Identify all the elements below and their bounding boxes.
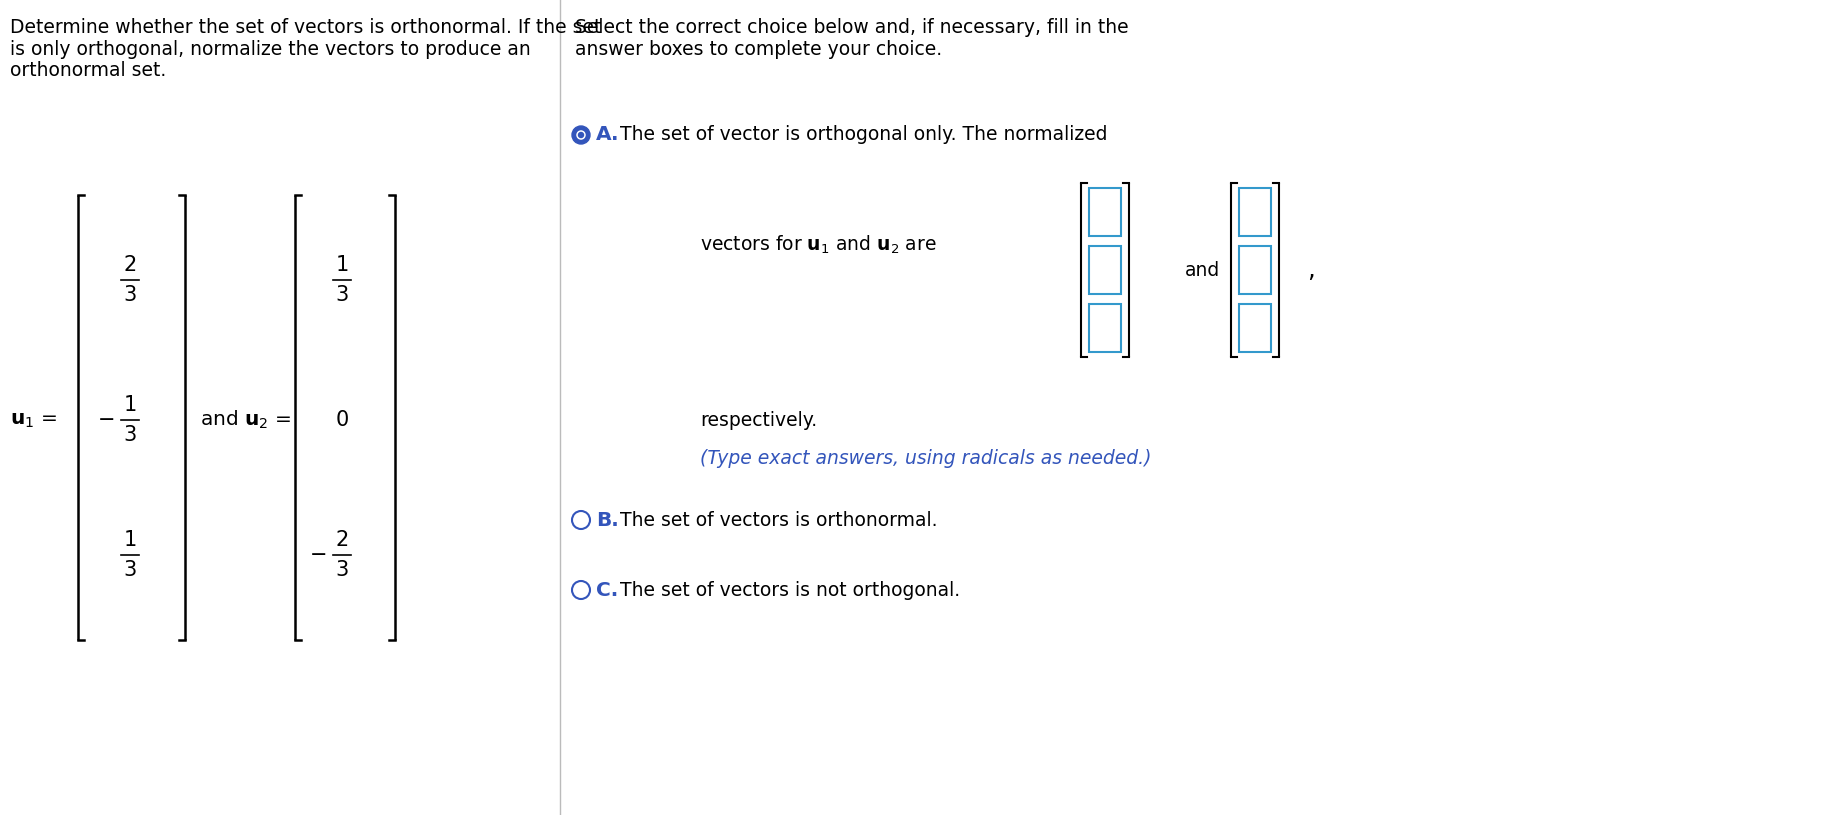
Text: 2: 2 xyxy=(123,255,136,275)
Text: The set of vector is orthogonal only. The normalized: The set of vector is orthogonal only. Th… xyxy=(621,126,1107,144)
Text: ,: , xyxy=(1308,258,1315,282)
Text: 1: 1 xyxy=(123,530,136,550)
Text: The set of vectors is orthonormal.: The set of vectors is orthonormal. xyxy=(621,510,938,530)
Text: 3: 3 xyxy=(335,560,348,580)
Text: 3: 3 xyxy=(123,425,136,445)
Text: Select the correct choice below and, if necessary, fill in the: Select the correct choice below and, if … xyxy=(575,18,1129,37)
FancyBboxPatch shape xyxy=(1089,304,1122,352)
Text: Determine whether the set of vectors is orthonormal. If the set: Determine whether the set of vectors is … xyxy=(9,18,600,37)
Text: C.: C. xyxy=(597,580,619,600)
Text: respectively.: respectively. xyxy=(700,411,818,430)
FancyBboxPatch shape xyxy=(1240,188,1271,236)
Text: A.: A. xyxy=(597,126,619,144)
Text: 3: 3 xyxy=(123,285,136,305)
FancyBboxPatch shape xyxy=(1240,304,1271,352)
Text: −: − xyxy=(309,545,328,565)
Text: 0: 0 xyxy=(335,410,348,430)
Circle shape xyxy=(573,126,589,144)
FancyBboxPatch shape xyxy=(1240,246,1271,294)
Text: The set of vectors is not orthogonal.: The set of vectors is not orthogonal. xyxy=(621,580,960,600)
Text: answer boxes to complete your choice.: answer boxes to complete your choice. xyxy=(575,40,941,59)
Text: $\mathbf{u}_1$ =: $\mathbf{u}_1$ = xyxy=(9,411,57,430)
Text: vectors for $\mathbf{u}_1$ and $\mathbf{u}_2$ are: vectors for $\mathbf{u}_1$ and $\mathbf{… xyxy=(700,234,938,256)
Text: B.: B. xyxy=(597,510,619,530)
Text: orthonormal set.: orthonormal set. xyxy=(9,61,166,80)
Circle shape xyxy=(578,133,584,138)
Text: 1: 1 xyxy=(335,255,348,275)
Text: and $\mathbf{u}_2$ =: and $\mathbf{u}_2$ = xyxy=(201,409,291,431)
Text: and: and xyxy=(1184,261,1219,280)
Text: 3: 3 xyxy=(123,560,136,580)
Circle shape xyxy=(577,131,586,139)
Text: −: − xyxy=(98,410,114,430)
Text: 3: 3 xyxy=(335,285,348,305)
Text: is only orthogonal, normalize the vectors to produce an: is only orthogonal, normalize the vector… xyxy=(9,40,530,59)
Text: 1: 1 xyxy=(123,395,136,415)
Text: (Type exact answers, using radicals as needed.): (Type exact answers, using radicals as n… xyxy=(700,448,1151,468)
Text: 2: 2 xyxy=(335,530,348,550)
FancyBboxPatch shape xyxy=(1089,246,1122,294)
FancyBboxPatch shape xyxy=(1089,188,1122,236)
